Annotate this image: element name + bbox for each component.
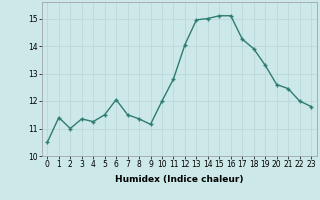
X-axis label: Humidex (Indice chaleur): Humidex (Indice chaleur) bbox=[115, 175, 244, 184]
